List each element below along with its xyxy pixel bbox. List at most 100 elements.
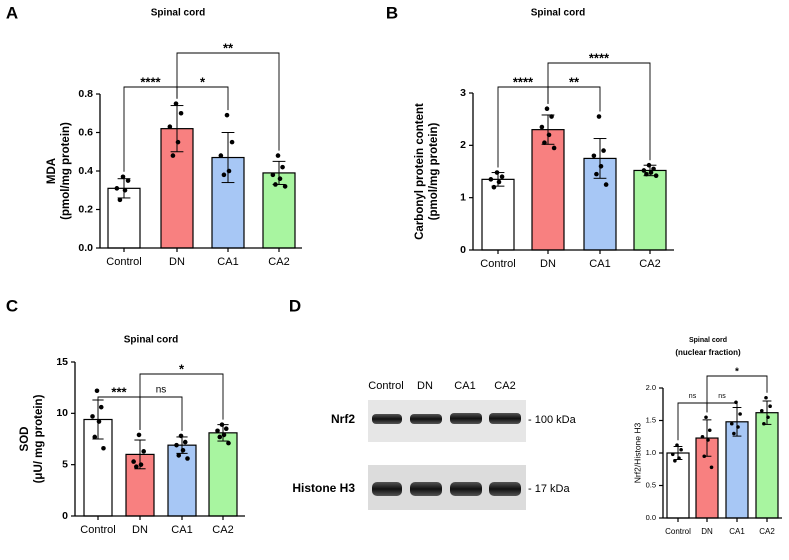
data-point [542, 140, 547, 146]
data-point [648, 170, 654, 175]
western-blot: Control DN CA1 CA2 Nrf2 Histone H3 - 100… [292, 380, 577, 510]
chart-subtitle: (nuclear fraction) [675, 348, 741, 357]
data-point [729, 421, 734, 426]
data-point [131, 459, 136, 464]
data-point [176, 453, 182, 458]
data-point [491, 184, 497, 190]
x-tick-label: DN [540, 258, 556, 270]
y-tick-label: 1 [460, 191, 466, 203]
data-point [679, 447, 683, 452]
data-point [226, 440, 231, 446]
chart-title: Spinal cord [531, 8, 585, 19]
data-point [644, 171, 649, 177]
band [489, 413, 521, 424]
data-point [174, 442, 179, 448]
significance-label: ns [689, 393, 697, 400]
panel-letter: A [6, 3, 18, 22]
data-point [173, 101, 179, 106]
lane-label: CA1 [454, 380, 475, 392]
data-point [496, 179, 502, 185]
data-point [167, 124, 173, 130]
panel-letter: D [289, 296, 301, 315]
data-point [185, 456, 190, 461]
x-tick-label: CA2 [268, 256, 289, 268]
y-axis-label: (μU/ mg protein) [33, 394, 45, 483]
data-point [768, 404, 772, 409]
data-point [764, 395, 768, 400]
data-point [134, 464, 139, 470]
data-point [221, 432, 227, 438]
data-point [591, 153, 597, 159]
significance-label: * [735, 367, 739, 378]
data-point [180, 447, 186, 453]
blot-row-label: Histone H3 [292, 481, 355, 495]
x-tick-label: Control [106, 256, 141, 268]
data-point [96, 419, 102, 424]
data-point [601, 148, 606, 153]
significance-label: **** [140, 74, 161, 89]
y-tick-label: 15 [56, 356, 68, 368]
x-tick-label: DN [169, 256, 185, 268]
band [410, 482, 442, 496]
data-point [224, 112, 230, 118]
x-tick-label: Control [665, 527, 691, 536]
y-axis-label: (pmol/mg protein) [428, 122, 440, 220]
y-tick-label: 0 [460, 244, 466, 256]
data-point [709, 465, 714, 470]
x-tick-label: CA1 [589, 258, 610, 270]
y-tick-label: 3 [460, 87, 466, 99]
data-point [702, 454, 707, 459]
x-tick-label: CA2 [639, 258, 660, 270]
data-point [270, 172, 276, 178]
y-tick-label: 5 [62, 458, 68, 470]
x-tick-label: DN [132, 524, 148, 536]
y-tick-label: 2.0 [646, 383, 656, 392]
significance-label: ** [569, 74, 580, 89]
x-tick-label: Control [80, 524, 115, 536]
band [450, 413, 482, 424]
data-point [219, 422, 225, 427]
significance-label: * [200, 74, 206, 89]
data-point [138, 462, 144, 467]
chart-title: Spinal cord [689, 337, 727, 344]
data-point [226, 168, 232, 174]
data-point [598, 163, 604, 169]
data-point [98, 404, 104, 410]
data-point [762, 421, 766, 426]
bar [125, 453, 155, 517]
data-point [653, 173, 659, 178]
bar [531, 129, 565, 251]
data-point [539, 124, 545, 130]
significance-bracket [547, 62, 651, 161]
x-tick-label: CA2 [759, 527, 775, 536]
data-point [175, 139, 181, 145]
significance-bracket [547, 86, 601, 112]
significance-label: ns [718, 393, 726, 400]
x-tick-label: CA1 [729, 527, 745, 536]
data-point [738, 412, 742, 416]
blot-row-label: Nrf2 [331, 412, 355, 426]
data-point [178, 110, 184, 116]
size-marker: - 17 kDa [528, 483, 570, 495]
bar [83, 418, 113, 517]
data-point [218, 153, 224, 158]
data-point [170, 153, 176, 158]
data-point [94, 388, 100, 394]
data-point [223, 426, 229, 432]
data-point [706, 438, 710, 442]
chart-title: Spinal cord [151, 8, 205, 19]
y-axis-label: Nrf2/Histone H3 [632, 422, 642, 483]
y-axis-label: SOD [19, 427, 31, 452]
size-marker: - 100 kDa [528, 414, 577, 426]
data-point [673, 459, 677, 463]
data-point [736, 425, 740, 429]
band [410, 414, 442, 424]
data-point [221, 172, 227, 178]
data-point [499, 174, 505, 180]
data-point [136, 432, 142, 438]
data-point [494, 170, 500, 175]
data-point [732, 431, 736, 436]
data-point [282, 184, 288, 189]
bar [481, 178, 515, 251]
data-point [651, 166, 656, 172]
